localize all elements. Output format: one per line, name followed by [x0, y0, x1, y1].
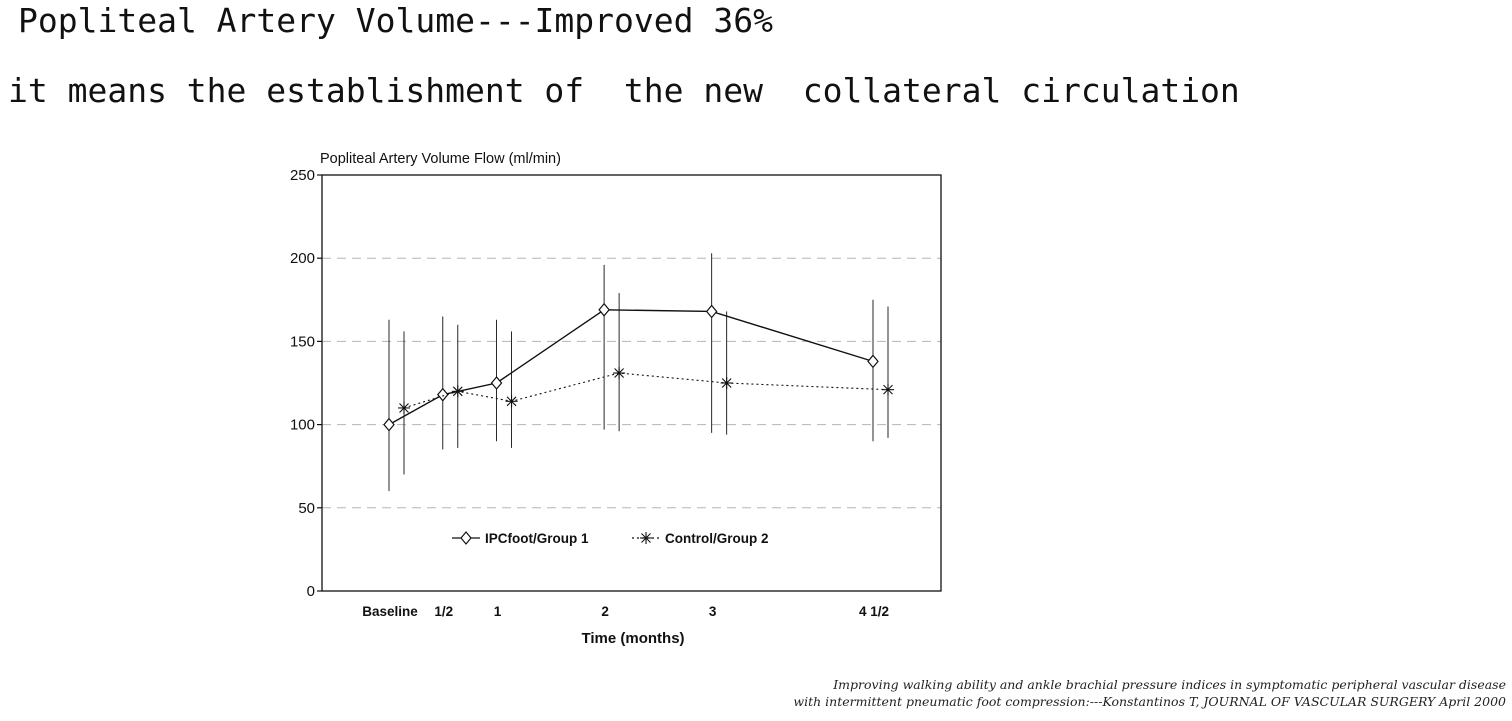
x-tick-label: 1: [494, 604, 502, 619]
data-point: [436, 387, 449, 402]
y-tick-label: 0: [307, 583, 315, 600]
series-line: [388, 309, 874, 426]
chart-title: Popliteal Artery Volume Flow (ml/min): [320, 151, 561, 167]
data-point: [705, 304, 718, 319]
data-point: [490, 376, 503, 390]
gridlines: [322, 257, 941, 509]
x-tick-label: 4 1/2: [859, 604, 889, 619]
data-series: [383, 253, 894, 492]
series-ipcfoot-group-1: [383, 253, 879, 492]
plot-frame: [321, 174, 942, 592]
data-point: [598, 302, 610, 317]
series-control-group-2: [398, 293, 894, 475]
data-point: [720, 377, 733, 389]
citation-line-1: Improving walking ability and ankle brac…: [833, 677, 1506, 692]
x-tick-label: 2: [601, 604, 609, 619]
data-point: [460, 531, 472, 545]
y-tick-label: 200: [290, 250, 315, 267]
x-tick-label: Baseline: [362, 604, 418, 619]
x-tick-label: 3: [709, 604, 717, 619]
y-tick-label: 50: [298, 500, 315, 517]
legend-item: Control/Group 2: [632, 531, 769, 546]
legend-label: IPCfoot/Group 1: [485, 531, 589, 546]
slide-subtitle: it means the establishment of the new co…: [8, 71, 1240, 110]
axes: 0 50 100 150 200 250 Baseline 1/2 1 2 3 4 1/2: [290, 167, 942, 619]
data-point: [383, 417, 395, 432]
series-line: [403, 372, 889, 409]
slide-title: Popliteal Artery Volume---Improved 36%: [18, 1, 773, 40]
x-axis-label: Time (months): [581, 630, 684, 647]
legend-label: Control/Group 2: [665, 531, 769, 546]
citation: Improving walking ability and ankle brac…: [606, 676, 1506, 710]
data-point: [505, 395, 518, 408]
legend: IPCfoot/Group 1 Control/Group 2: [452, 531, 769, 546]
y-tick-label: 250: [290, 167, 315, 184]
data-point: [613, 367, 626, 380]
data-point: [398, 401, 410, 414]
data-point: [640, 532, 652, 544]
y-tick-label: 150: [290, 333, 315, 350]
legend-item: IPCfoot/Group 1: [452, 531, 589, 546]
y-tick-label: 100: [290, 417, 315, 434]
citation-line-2: with intermittent pneumatic foot compres…: [793, 694, 1506, 709]
data-point: [867, 354, 879, 369]
data-point: [882, 383, 894, 396]
data-point: [451, 385, 464, 398]
x-tick-label: 1/2: [434, 604, 453, 619]
